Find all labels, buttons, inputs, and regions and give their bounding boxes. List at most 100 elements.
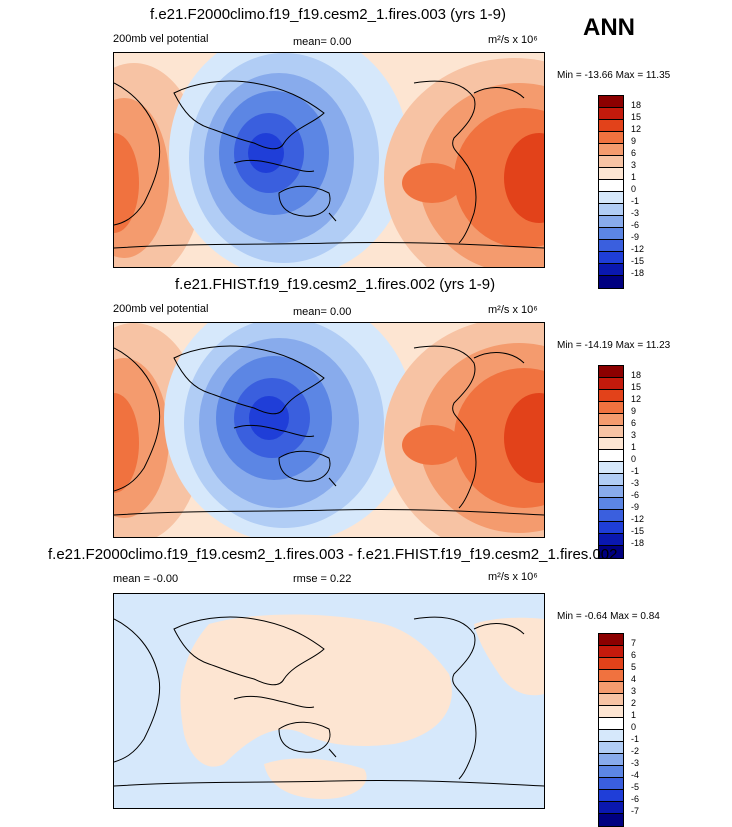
panel-3-mean-label: mean = -0.00: [113, 573, 179, 585]
panel-3-colorbar-swatch: [599, 682, 623, 694]
panel-1-colorbar-tick: 12: [631, 124, 642, 134]
season-label: ANN: [583, 14, 635, 41]
panel-2-colorbar-swatch: [599, 534, 623, 546]
panel-2-colorbar-tick: 3: [631, 430, 637, 440]
panel-1-map: [113, 52, 545, 268]
panel-3-colorbar-tick: 5: [631, 662, 637, 672]
panel-1-colorbar-tick: 9: [631, 136, 637, 146]
panel-2-colorbar-tick: -15: [631, 526, 645, 536]
panel-1-colorbar-swatch: [599, 204, 623, 216]
panel-3-title: f.e21.F2000climo.f19_f19.cesm2_1.fires.0…: [48, 546, 618, 563]
panel-2-colorbar-tick: -1: [631, 466, 640, 476]
panel-3-colorbar-swatch: [599, 706, 623, 718]
panel-1-colorbar-swatch: [599, 228, 623, 240]
panel-2-colorbar-tick: 6: [631, 418, 637, 428]
panel-1-colorbar-swatch: [599, 264, 623, 276]
panel-1-colorbar-tick: 3: [631, 160, 637, 170]
panel-3-colorbar-tick: 2: [631, 698, 637, 708]
panel-2-mean-label: mean= 0.00: [293, 306, 352, 318]
panel-3-colorbar-tick: -1: [631, 734, 640, 744]
panel-1-colorbar-swatch: [599, 96, 623, 108]
panel-1-colorbar-swatch: [599, 276, 623, 288]
panel-1-colorbar: 18 15 12 9 6 3 1 0 -1 -3 -6 -9 -12 -15 -…: [598, 95, 658, 289]
panel-2-colorbar-swatch: [599, 402, 623, 414]
panel-2-colorbar-swatch: [599, 426, 623, 438]
panel-3-colorbar-swatch: [599, 646, 623, 658]
panel-1-colorbar-tick: -1: [631, 196, 640, 206]
panel-3-colorbar-swatch: [599, 802, 623, 814]
panel-1-colorbar-tick: 6: [631, 148, 637, 158]
panel-2-colorbar-swatch: [599, 546, 623, 558]
panel-1-colorbar-swatch: [599, 180, 623, 192]
panel-3-colorbar-tick: 3: [631, 686, 637, 696]
panel-2-colorbar-swatch: [599, 390, 623, 402]
panel-3-colorbar-tick: -5: [631, 782, 640, 792]
panel-1-colorbar-tick: 1: [631, 172, 637, 182]
panel-1-colorbar-tick: -9: [631, 232, 640, 242]
panel-3-colorbar-swatch: [599, 754, 623, 766]
panel-1-colorbar-swatch: [599, 132, 623, 144]
panel-3-colorbar-tick: 4: [631, 674, 637, 684]
panel-1-colorbar-tick: 0: [631, 184, 637, 194]
panel-1-colorbar-swatch: [599, 192, 623, 204]
panel-2-colorbar-tick: 0: [631, 454, 637, 464]
panel-2-minmax: Min = -14.19 Max = 11.23: [557, 340, 671, 351]
panel-2-colorbar-tick: -12: [631, 514, 645, 524]
panel-2-colorbar-swatch: [599, 462, 623, 474]
panel-3-colorbar-swatch: [599, 766, 623, 778]
panel-1-colorbar-tick: -15: [631, 256, 645, 266]
panel-3-colorbar-tick: 7: [631, 638, 637, 648]
panel-1-colorbar-tick: -3: [631, 208, 640, 218]
panel-2-colorbar-swatch: [599, 498, 623, 510]
panel-2-title: f.e21.FHIST.f19_f19.cesm2_1.fires.002 (y…: [175, 276, 496, 293]
panel-2-colorbar-swatch: [599, 438, 623, 450]
panel-1-colorbar-swatch: [599, 252, 623, 264]
panel-3-colorbar-swatch: [599, 718, 623, 730]
panel-3-colorbar-swatch: [599, 694, 623, 706]
panel-1-colorbar-swatch: [599, 144, 623, 156]
panel-1-colorbar-tick: 18: [631, 100, 642, 110]
panel-3-colorbar-tick: 1: [631, 710, 637, 720]
panel-2-colorbar-swatch: [599, 486, 623, 498]
panel-2-colorbar-swatch: [599, 366, 623, 378]
panel-1-minmax: Min = -13.66 Max = 11.35: [557, 70, 671, 81]
panel-3-colorbar-tick: -7: [631, 806, 640, 816]
panel-2-colorbar: 18 15 12 9 6 3 1 0 -1 -3 -6 -9 -12 -15 -…: [598, 365, 658, 559]
panel-3-colorbar-swatch: [599, 778, 623, 790]
panel-2-colorbar-tick: 1: [631, 442, 637, 452]
panel-2-colorbar-tick: -3: [631, 478, 640, 488]
panel-2-colorbar-tick: -9: [631, 502, 640, 512]
panel-2-colorbar-tick: 15: [631, 382, 642, 392]
panel-3-colorbar-tick: -2: [631, 746, 640, 756]
panel-2-colorbar-tick: -6: [631, 490, 640, 500]
panel-3-minmax: Min = -0.64 Max = 0.84: [557, 611, 660, 622]
panel-3-colorbar-swatch: [599, 658, 623, 670]
panel-2-units: m²/s x 10⁶: [488, 304, 538, 316]
panel-2-colorbar-swatch: [599, 522, 623, 534]
panel-2-variable-label: 200mb vel potential: [113, 303, 209, 315]
panel-3-colorbar-tick: 0: [631, 722, 637, 732]
panel-3-colorbar-swatch: [599, 814, 623, 826]
panel-3-units: m²/s x 10⁶: [488, 571, 538, 583]
panel-1-colorbar-swatch: [599, 216, 623, 228]
panel-2-colorbar-swatch: [599, 414, 623, 426]
panel-2-colorbar-swatch: [599, 378, 623, 390]
panel-3-colorbar-swatch: [599, 790, 623, 802]
panel-2-colorbar-tick: 18: [631, 370, 642, 380]
panel-1-units: m²/s x 10⁶: [488, 34, 538, 46]
panel-1-colorbar-swatch: [599, 108, 623, 120]
panel-1-colorbar-tick: -12: [631, 244, 645, 254]
panel-1-colorbar-swatch: [599, 168, 623, 180]
panel-3-colorbar: 7 6 5 4 3 2 1 0 -1 -2 -3 -4 -5 -6 -7: [598, 633, 658, 827]
panel-2-colorbar-tick: -18: [631, 538, 645, 548]
panel-3-rmse-label: rmse = 0.22: [293, 573, 352, 585]
panel-1-colorbar-tick: 15: [631, 112, 642, 122]
panel-2-colorbar-tick: 12: [631, 394, 642, 404]
panel-3-colorbar-swatch: [599, 730, 623, 742]
panel-1-colorbar-swatch: [599, 156, 623, 168]
panel-1-mean-label: mean= 0.00: [293, 36, 352, 48]
panel-1-colorbar-tick: -6: [631, 220, 640, 230]
panel-3-colorbar-swatch: [599, 742, 623, 754]
panel-3-map: [113, 593, 545, 809]
panel-2-colorbar-swatch: [599, 510, 623, 522]
